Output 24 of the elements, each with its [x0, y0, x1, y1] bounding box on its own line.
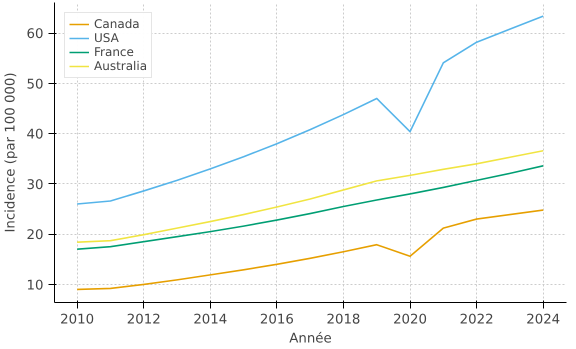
- x-axis-title: Année: [289, 332, 332, 346]
- y-tick-label: 30: [26, 178, 44, 193]
- y-tick-label: 50: [26, 77, 44, 92]
- line-series: [76, 150, 544, 243]
- x-tick-label: 2020: [393, 312, 427, 328]
- y-axis-title: Incidence (par 100 000): [4, 72, 19, 233]
- line-series: [76, 209, 544, 290]
- x-tick-label: 2022: [460, 312, 494, 328]
- x-tick-label: 2012: [126, 312, 161, 328]
- y-tick-label: 10: [26, 278, 44, 294]
- y-tick-label: 20: [26, 228, 44, 244]
- legend-label: USA: [94, 31, 119, 45]
- x-tick-label: 2014: [193, 312, 228, 328]
- legend-label: France: [94, 45, 134, 59]
- x-tick-label: 2024: [526, 312, 560, 328]
- y-tick-label: 60: [26, 27, 44, 42]
- legend-label: Canada: [94, 17, 140, 31]
- y-tick-label: 40: [26, 128, 44, 143]
- line-series: [76, 15, 544, 205]
- x-tick-label: 2018: [326, 312, 360, 328]
- legend-label: Australia: [94, 59, 148, 73]
- x-tick-label: 2010: [60, 312, 94, 328]
- line-series: [76, 165, 544, 250]
- x-tick-label: 2016: [260, 312, 294, 328]
